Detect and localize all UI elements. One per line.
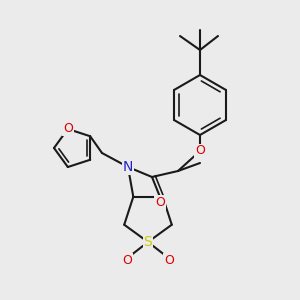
Text: O: O bbox=[63, 122, 73, 136]
Text: O: O bbox=[164, 254, 174, 266]
Text: O: O bbox=[155, 196, 165, 208]
Text: O: O bbox=[195, 145, 205, 158]
Text: S: S bbox=[144, 235, 152, 249]
Text: N: N bbox=[123, 160, 133, 174]
Text: O: O bbox=[122, 254, 132, 266]
